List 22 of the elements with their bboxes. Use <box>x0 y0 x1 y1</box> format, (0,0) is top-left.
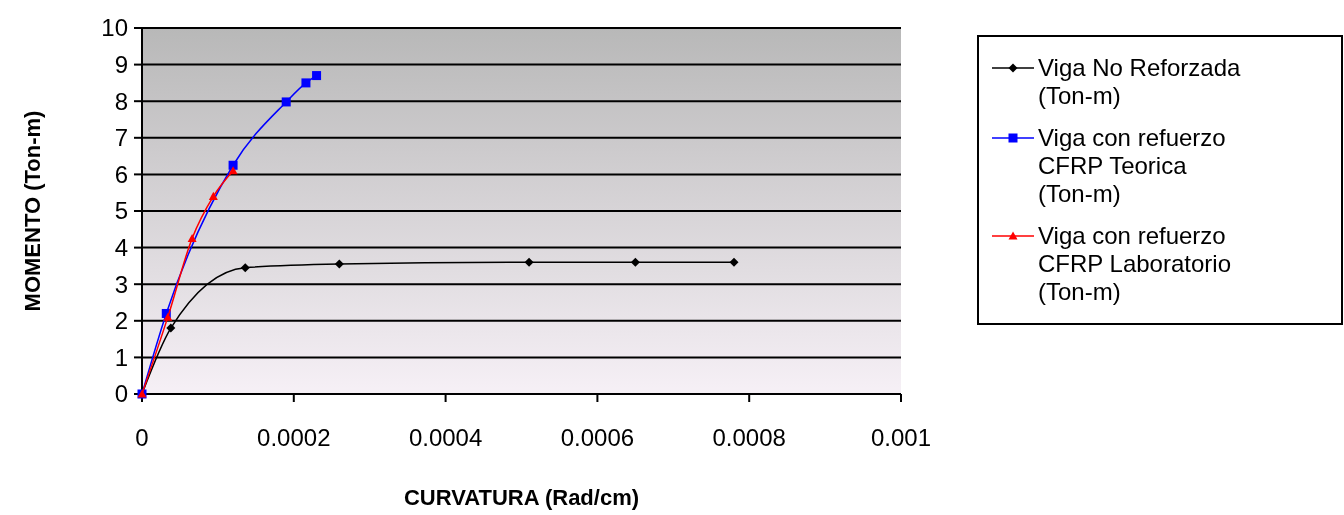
x-axis-title: CURVATURA (Rad/cm) <box>403 485 640 510</box>
x-tick-label: 0.0004 <box>408 424 483 451</box>
x-tick-label: 0.0008 <box>712 424 786 451</box>
legend-label: Viga con refuerzo CFRP Teorica (Ton-m) <box>1038 124 1226 207</box>
x-tick-label: 0.0002 <box>257 424 331 451</box>
y-tick-label: 0 <box>114 380 128 408</box>
y-tick-label: 2 <box>114 307 128 335</box>
y-tick-label: 3 <box>114 270 128 298</box>
y-tick-label: 4 <box>114 234 128 261</box>
y-tick-label: 7 <box>114 124 128 152</box>
x-tick-label: 0.001 <box>870 424 932 451</box>
legend-label: Viga con refuerzo CFRP Laboratorio (Ton-m) <box>1038 222 1231 305</box>
y-tick-label: 6 <box>114 160 128 188</box>
y-axis-title: MOMENTO (Ton-m) <box>20 110 45 312</box>
y-tick-label: 8 <box>114 87 128 115</box>
legend-label: Viga No Reforzada (Ton-m) <box>1038 54 1241 109</box>
y-tick-label: 9 <box>114 51 128 78</box>
x-tick-label: 0.0006 <box>560 424 635 451</box>
y-tick-label: 10 <box>101 14 128 42</box>
y-tick-label: 5 <box>114 197 128 225</box>
y-tick-label: 1 <box>114 343 128 371</box>
x-tick-label: 0 <box>135 424 149 451</box>
